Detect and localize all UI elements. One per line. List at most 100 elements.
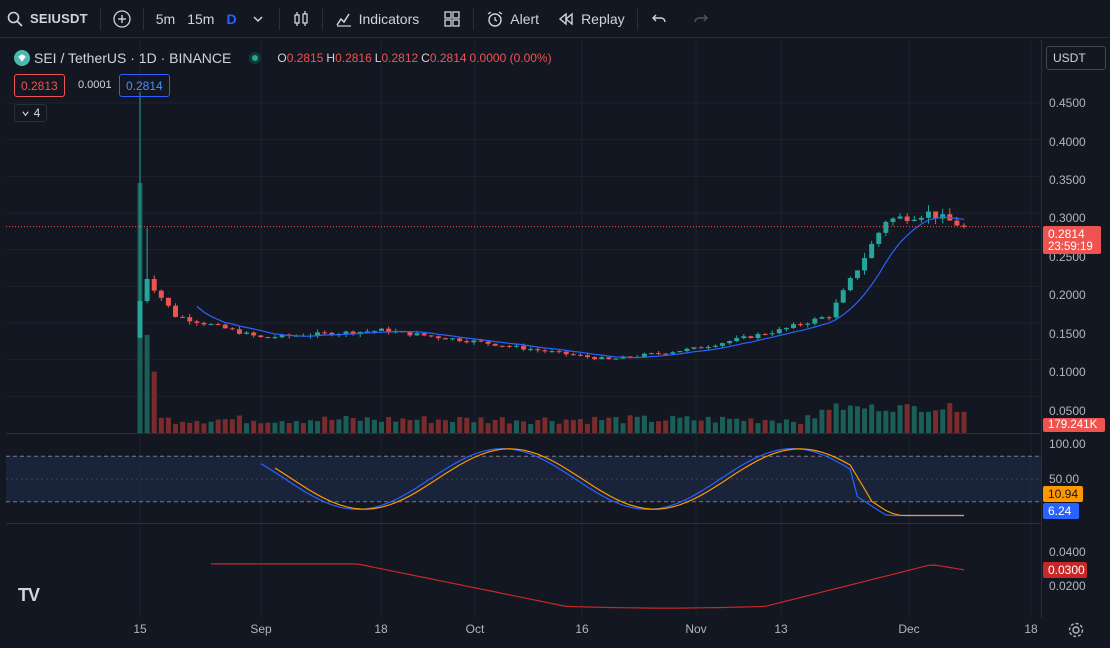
- pane-divider[interactable]: [6, 523, 1041, 524]
- volume-bar: [450, 421, 456, 433]
- volume-bar: [549, 421, 555, 433]
- volume-bar: [940, 409, 946, 433]
- candle-body: [854, 270, 860, 279]
- candle-body: [954, 220, 960, 226]
- market-open-icon: [249, 52, 262, 64]
- volume-bar: [819, 409, 825, 433]
- candle-body: [414, 333, 420, 336]
- volume-bar: [528, 423, 534, 433]
- candle-body: [741, 336, 747, 339]
- search-icon: [6, 10, 24, 28]
- stoch-k-line: [260, 447, 964, 517]
- candle-body: [933, 211, 939, 219]
- volume-bar: [556, 423, 562, 433]
- indicators-collapse-button[interactable]: 4: [14, 104, 47, 122]
- volume-bar: [379, 421, 385, 433]
- sell-button[interactable]: 0.2813: [14, 74, 65, 97]
- alert-button[interactable]: Alert: [480, 0, 545, 38]
- volume-bar: [585, 423, 591, 433]
- candle-body: [478, 340, 484, 342]
- volume-bar: [236, 415, 242, 433]
- volume-bar: [918, 411, 924, 433]
- volume-bar: [606, 417, 612, 433]
- indicators-button[interactable]: Indicators: [329, 0, 426, 38]
- layout-button[interactable]: [437, 0, 467, 38]
- stoch-k-tag: 10.94: [1043, 486, 1083, 502]
- time-axis-label: 16: [575, 622, 589, 636]
- volume-bar: [485, 423, 491, 433]
- interval-5m[interactable]: 5m: [155, 10, 176, 27]
- tradingview-logo[interactable]: TV: [18, 585, 40, 605]
- buy-button[interactable]: 0.2814: [119, 74, 170, 97]
- volume-bar: [783, 419, 789, 433]
- settings-icon[interactable]: [1067, 621, 1085, 639]
- volume-bar: [592, 416, 598, 433]
- candle-body: [684, 348, 690, 352]
- volume-bar: [421, 416, 427, 433]
- volume-bar: [492, 419, 498, 433]
- volume-bar: [513, 420, 519, 433]
- candle-body: [599, 357, 605, 360]
- volume-bar: [499, 417, 505, 433]
- candle-body: [542, 350, 548, 352]
- candle-body: [343, 331, 349, 335]
- volume-bar: [393, 421, 399, 433]
- change-value: 0.0000 (0.00%): [469, 51, 552, 65]
- volume-bar: [961, 411, 967, 433]
- volume-bar: [364, 417, 370, 433]
- candle-body: [457, 338, 463, 342]
- price-axis-label: 0.4000: [1049, 135, 1086, 149]
- volume-bar: [883, 410, 889, 433]
- volume-bar: [933, 410, 939, 433]
- candle-body: [371, 330, 377, 332]
- undo-button[interactable]: [644, 0, 674, 38]
- symbol-search[interactable]: SEIUSDT: [0, 0, 94, 38]
- candle-body: [755, 334, 761, 339]
- time-axis-label: 13: [774, 622, 788, 636]
- candle-body: [890, 218, 896, 222]
- volume-bar: [535, 419, 541, 433]
- candles-icon: [292, 10, 310, 28]
- volume-bar: [769, 420, 775, 433]
- chart-type-button[interactable]: [286, 0, 316, 38]
- interval-dropdown[interactable]: [243, 0, 273, 38]
- price-candles: [137, 92, 967, 361]
- replay-button[interactable]: Replay: [551, 0, 631, 38]
- compare-button[interactable]: [107, 0, 137, 38]
- volume-bar: [343, 415, 349, 433]
- candle-body: [379, 328, 385, 331]
- volume-bar: [755, 423, 761, 433]
- time-axis-label: Sep: [250, 622, 272, 636]
- interval-15m[interactable]: 15m: [187, 10, 215, 27]
- stoch-d-line: [274, 448, 964, 517]
- candle-body: [215, 324, 221, 326]
- volume-bar: [776, 423, 782, 433]
- interval-d[interactable]: D: [226, 10, 237, 27]
- candle-body: [329, 332, 335, 336]
- volume-bar: [563, 419, 569, 433]
- volume-bar: [698, 420, 704, 433]
- candle-body: [435, 336, 441, 339]
- symbol-legend: SEI / TetherUS · 1D · BINANCE O0.2815 H0…: [14, 48, 552, 68]
- volume-bar: [244, 423, 250, 433]
- volume-bar: [577, 419, 583, 433]
- volume-bar: [158, 417, 164, 433]
- candle-body: [727, 341, 733, 344]
- candle-body: [606, 357, 612, 360]
- volume-bar: [315, 421, 321, 433]
- volume-bar: [293, 421, 299, 433]
- candle-body: [386, 328, 392, 333]
- pane-divider[interactable]: [6, 433, 1041, 434]
- volume-bar: [386, 416, 392, 433]
- symbol-title[interactable]: SEI / TetherUS · 1D · BINANCE: [34, 50, 232, 66]
- alert-icon: [486, 10, 504, 28]
- candle-body: [513, 345, 519, 347]
- volume-tag: 179.241K: [1043, 418, 1105, 432]
- volume-bar: [457, 416, 463, 433]
- volume-bar: [265, 422, 271, 433]
- candle-body: [613, 358, 619, 360]
- redo-button[interactable]: [686, 0, 716, 38]
- volume-bar: [663, 420, 669, 433]
- currency-selector[interactable]: USDT: [1046, 46, 1106, 70]
